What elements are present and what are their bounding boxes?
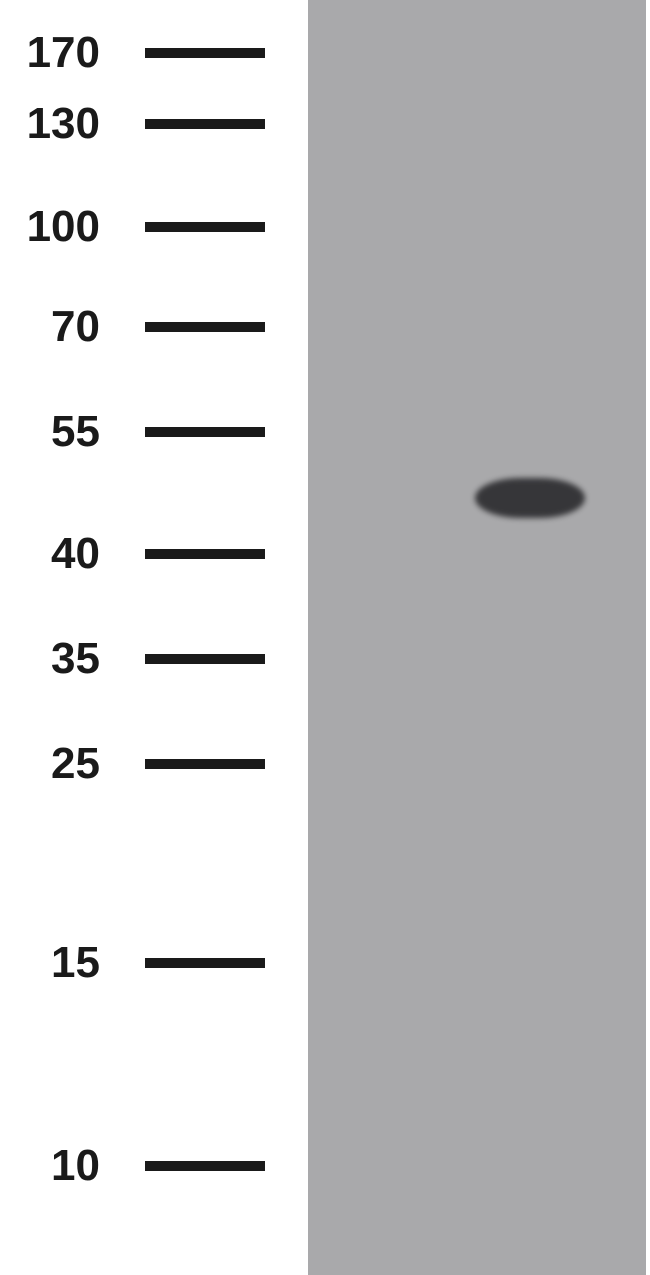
mw-marker-tick bbox=[145, 958, 265, 968]
mw-marker: 55 bbox=[0, 410, 300, 454]
mw-marker-label: 25 bbox=[0, 739, 120, 789]
mw-marker: 35 bbox=[0, 637, 300, 681]
mw-marker: 25 bbox=[0, 742, 300, 786]
mw-marker: 15 bbox=[0, 941, 300, 985]
mw-marker-label: 70 bbox=[0, 302, 120, 352]
mw-marker-tick bbox=[145, 654, 265, 664]
mw-marker: 100 bbox=[0, 205, 300, 249]
mw-marker-label: 15 bbox=[0, 938, 120, 988]
mw-marker: 170 bbox=[0, 31, 300, 75]
molecular-weight-ladder: 170 130 100 70 55 40 35 25 15 10 bbox=[0, 0, 300, 1275]
protein-band bbox=[475, 478, 585, 518]
mw-marker-label: 170 bbox=[0, 28, 120, 78]
western-blot-figure: 170 130 100 70 55 40 35 25 15 10 bbox=[0, 0, 650, 1275]
mw-marker-label: 100 bbox=[0, 202, 120, 252]
mw-marker: 10 bbox=[0, 1144, 300, 1188]
mw-marker-tick bbox=[145, 759, 265, 769]
mw-marker-tick bbox=[145, 427, 265, 437]
mw-marker-tick bbox=[145, 222, 265, 232]
mw-marker: 40 bbox=[0, 532, 300, 576]
mw-marker: 70 bbox=[0, 305, 300, 349]
mw-marker-tick bbox=[145, 1161, 265, 1171]
mw-marker-tick bbox=[145, 322, 265, 332]
blot-membrane bbox=[308, 0, 646, 1275]
mw-marker-label: 40 bbox=[0, 529, 120, 579]
mw-marker-tick bbox=[145, 549, 265, 559]
mw-marker-label: 130 bbox=[0, 99, 120, 149]
mw-marker-label: 55 bbox=[0, 407, 120, 457]
mw-marker-label: 10 bbox=[0, 1141, 120, 1191]
mw-marker: 130 bbox=[0, 102, 300, 146]
mw-marker-tick bbox=[145, 119, 265, 129]
mw-marker-tick bbox=[145, 48, 265, 58]
mw-marker-label: 35 bbox=[0, 634, 120, 684]
